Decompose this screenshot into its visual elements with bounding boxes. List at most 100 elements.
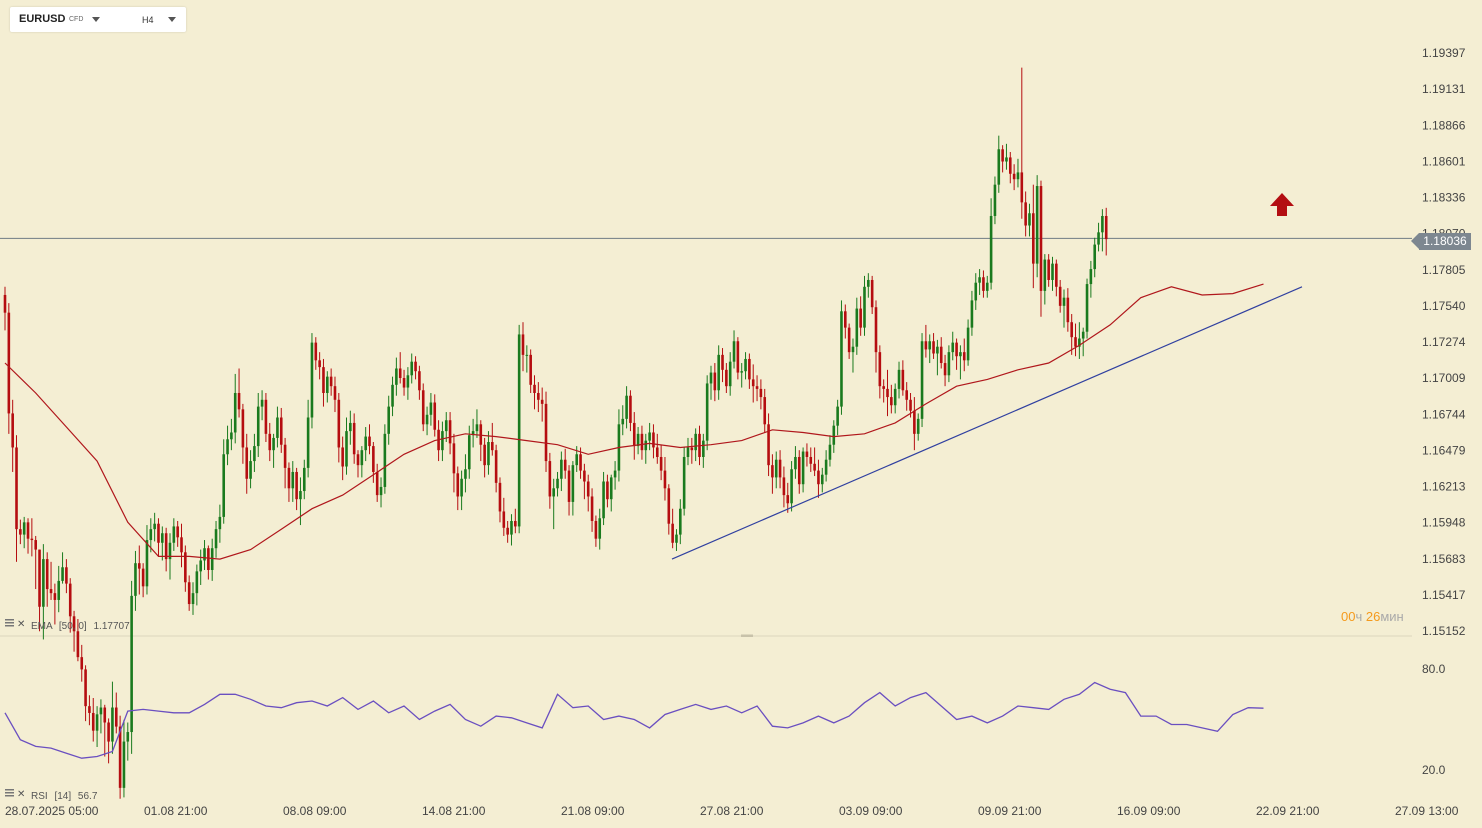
candle <box>199 549 202 585</box>
candle <box>617 409 621 482</box>
pane-resize-handle[interactable] <box>741 634 753 638</box>
candle-body <box>736 341 740 373</box>
candle <box>721 348 724 383</box>
candle-body <box>755 386 759 389</box>
candle-body <box>786 495 790 504</box>
candle-body <box>452 443 456 474</box>
candle-body <box>214 529 218 549</box>
candle-body <box>679 508 682 535</box>
symbol-type: CFD <box>69 16 84 23</box>
candle-body <box>364 436 367 451</box>
candle-body <box>1081 331 1085 339</box>
candle <box>76 619 80 662</box>
candle <box>778 450 782 489</box>
candle-body <box>88 706 91 713</box>
candle <box>53 583 57 625</box>
candle <box>1085 278 1089 339</box>
candle <box>318 352 321 380</box>
candle-body <box>203 548 206 561</box>
candle <box>1020 67 1024 219</box>
symbol-selector[interactable]: EURUSD <box>19 13 66 25</box>
candle <box>552 478 555 530</box>
candle-body <box>326 376 329 393</box>
candle <box>659 444 663 481</box>
candle <box>372 442 375 483</box>
candle-body <box>640 433 644 451</box>
candle <box>42 544 45 640</box>
close-icon[interactable]: ✕ <box>17 619 25 630</box>
candle <box>364 427 367 462</box>
settings-icon[interactable] <box>5 619 14 627</box>
candle-body <box>111 707 114 742</box>
candle-body <box>886 388 889 398</box>
chevron-down-icon[interactable] <box>168 17 176 22</box>
candle <box>233 373 237 444</box>
candle <box>786 482 790 513</box>
candle-body <box>184 552 187 583</box>
candle <box>740 363 744 388</box>
candlesticks <box>3 67 1108 799</box>
candle-body <box>295 471 298 500</box>
rsi-legend[interactable]: ✕ RSI [14] 56.7 <box>5 789 98 802</box>
candle <box>640 425 644 460</box>
candle-body <box>1078 338 1081 347</box>
candle <box>613 461 617 490</box>
candle <box>57 565 61 613</box>
countdown-hours: 00 <box>1341 609 1356 624</box>
candle-body <box>233 392 237 433</box>
candle <box>563 448 567 479</box>
close-icon[interactable]: ✕ <box>17 789 25 800</box>
candle-body <box>464 469 467 479</box>
candle <box>529 349 532 393</box>
candle <box>22 516 26 549</box>
candle <box>180 523 183 568</box>
candle-body <box>924 341 928 350</box>
candle <box>824 450 828 482</box>
candle <box>682 447 686 516</box>
candle-body <box>721 354 724 370</box>
candle-body <box>1104 215 1108 240</box>
candle <box>774 451 778 489</box>
candle-body <box>590 496 594 521</box>
candle <box>567 465 571 516</box>
candle <box>510 514 513 546</box>
candle <box>1001 145 1004 173</box>
candle-body <box>218 516 222 530</box>
candle <box>1058 279 1062 313</box>
candle-body <box>391 384 394 407</box>
candle <box>210 538 214 581</box>
candle-body <box>414 361 417 372</box>
timeframe-selector[interactable]: H4 <box>142 15 154 25</box>
candle <box>636 427 640 455</box>
candle <box>30 518 34 557</box>
candle-body <box>172 526 176 543</box>
candle-body <box>771 465 774 478</box>
candle-body <box>302 467 306 492</box>
candle <box>402 369 406 396</box>
candle <box>1028 203 1031 237</box>
candle-body <box>95 714 99 731</box>
trendline[interactable] <box>671 286 1303 560</box>
candle <box>544 391 548 472</box>
candle <box>1047 254 1050 287</box>
chevron-down-icon[interactable] <box>92 17 100 22</box>
candle <box>1089 260 1093 298</box>
candle-body <box>586 481 590 497</box>
candle-body <box>337 399 341 448</box>
ema-legend[interactable]: ✕ EMA [50, 0] 1.17707 <box>5 619 130 632</box>
candle-body <box>483 444 486 466</box>
candle-body <box>1035 186 1039 264</box>
candle-body <box>1012 173 1016 180</box>
settings-icon[interactable] <box>5 789 14 797</box>
candle <box>890 384 893 414</box>
candle <box>444 412 448 443</box>
candle-body <box>774 459 778 478</box>
candle <box>736 337 740 380</box>
candle <box>1062 289 1066 328</box>
candle-body <box>970 300 974 328</box>
candle <box>985 275 989 298</box>
candle-body <box>694 433 697 451</box>
candle <box>629 390 632 432</box>
candle <box>690 437 694 464</box>
